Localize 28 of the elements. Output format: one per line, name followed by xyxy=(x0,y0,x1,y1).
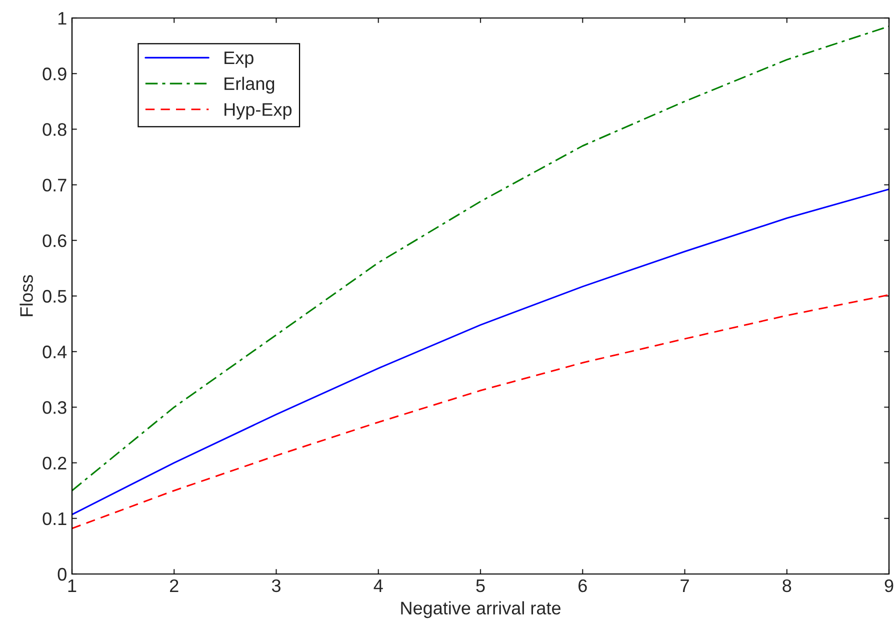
y-axis-title: Floss xyxy=(20,275,33,316)
legend-label: Erlang xyxy=(224,76,274,94)
line-series xyxy=(72,26,889,492)
x-tick-label: 9 xyxy=(884,579,894,592)
y-tick-label: 0.6 xyxy=(42,234,66,248)
x-tick-label: 1 xyxy=(68,580,76,592)
y-tick-label: 0.9 xyxy=(42,68,66,80)
y-tick-label: 0.5 xyxy=(42,290,66,303)
x-axis-title: Negative arrival rate xyxy=(401,601,560,618)
line-series xyxy=(72,294,889,530)
line-series xyxy=(72,188,889,516)
y-tick-label: 0.7 xyxy=(42,178,66,192)
x-tick-label: 4 xyxy=(374,580,383,592)
x-tick-label: 5 xyxy=(476,580,485,592)
legend-label: Hyp-Exp xyxy=(224,103,292,120)
y-tick-label: 0.8 xyxy=(42,123,66,136)
x-tick-label: 7 xyxy=(680,580,689,592)
x-tick-label: 6 xyxy=(578,579,587,592)
y-tick-label: 0.1 xyxy=(42,512,66,526)
x-tick-label: 8 xyxy=(782,579,792,592)
y-tick-label: 1 xyxy=(58,12,66,25)
y-tick-label: 0.4 xyxy=(42,346,67,358)
y-tick-label: 0 xyxy=(58,568,66,581)
legend-label: Exp xyxy=(224,52,254,68)
x-tick-label: 3 xyxy=(272,579,280,592)
y-tick-label: 0.2 xyxy=(42,456,66,470)
y-tick-label: 0.3 xyxy=(42,401,66,414)
x-tick-label: 2 xyxy=(170,579,178,592)
